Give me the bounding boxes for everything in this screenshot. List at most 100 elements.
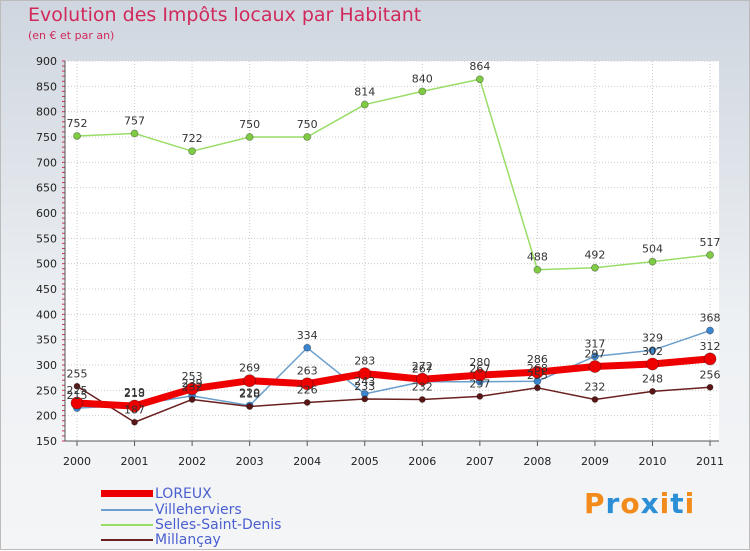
data-label-selles-saint-denis: 517 bbox=[700, 236, 721, 249]
data-label-millancay: 187 bbox=[124, 403, 145, 416]
legend-swatch-villeherviers bbox=[101, 509, 153, 511]
series-line-millancay bbox=[76, 385, 711, 424]
legend-label: Selles-Saint-Denis bbox=[155, 517, 282, 533]
y-tick-label: 750 bbox=[36, 131, 57, 144]
data-point-selles-saint-denis bbox=[475, 75, 484, 84]
data-label-selles-saint-denis: 492 bbox=[584, 249, 605, 262]
data-label-selles-saint-denis: 722 bbox=[182, 132, 203, 145]
data-label-loreux: 286 bbox=[527, 353, 548, 366]
logo-letter: P bbox=[584, 487, 606, 520]
data-label-villeherviers: 243 bbox=[354, 375, 375, 388]
x-tick-label: 2004 bbox=[293, 455, 321, 468]
data-label-villeherviers: 220 bbox=[239, 387, 260, 400]
y-tick-label: 700 bbox=[36, 156, 57, 169]
x-tick-label: 2001 bbox=[121, 455, 149, 468]
data-point-loreux bbox=[128, 399, 141, 413]
data-label-loreux: 280 bbox=[469, 356, 490, 369]
data-label-millancay: 255 bbox=[67, 367, 88, 380]
data-label-millancay: 255 bbox=[527, 369, 548, 382]
data-point-selles-saint-denis bbox=[591, 263, 599, 272]
y-tick-label: 600 bbox=[36, 207, 57, 220]
y-tick-label: 300 bbox=[36, 359, 57, 372]
data-label-loreux: 302 bbox=[642, 345, 663, 358]
data-label-selles-saint-denis: 750 bbox=[297, 118, 318, 131]
data-label-selles-saint-denis: 504 bbox=[642, 243, 663, 256]
data-label-millancay: 237 bbox=[469, 377, 490, 390]
data-label-loreux: 272 bbox=[412, 360, 433, 373]
data-point-villeherviers bbox=[706, 326, 714, 335]
data-label-loreux: 225 bbox=[67, 384, 88, 397]
y-tick-label: 800 bbox=[36, 106, 57, 119]
logo-letter: i bbox=[659, 487, 671, 520]
data-point-villeherviers bbox=[303, 343, 312, 352]
data-label-villeherviers: 368 bbox=[700, 312, 721, 325]
proxiti-logo: Proxiti bbox=[584, 487, 695, 520]
data-label-loreux: 312 bbox=[700, 340, 721, 353]
data-point-millancay bbox=[303, 399, 311, 406]
y-tick-label: 850 bbox=[36, 80, 57, 93]
data-point-millancay bbox=[418, 396, 426, 403]
data-label-loreux: 263 bbox=[297, 365, 318, 378]
data-point-villeherviers bbox=[648, 346, 657, 355]
data-point-millancay bbox=[361, 395, 369, 403]
logo-letter: i bbox=[684, 487, 696, 520]
chart-title: Evolution des Impôts locaux par Habitant bbox=[28, 4, 422, 26]
series-line-villeherviers bbox=[76, 329, 711, 409]
data-label-millancay: 232 bbox=[182, 380, 203, 393]
data-label-loreux: 253 bbox=[182, 370, 203, 383]
data-point-loreux bbox=[300, 377, 314, 391]
data-point-millancay bbox=[73, 382, 81, 390]
data-point-villeherviers bbox=[591, 352, 599, 361]
data-label-loreux: 283 bbox=[354, 355, 375, 368]
y-tick-label: 500 bbox=[36, 258, 57, 271]
data-point-loreux bbox=[703, 352, 717, 366]
x-tick-label: 2006 bbox=[408, 455, 436, 468]
axes: 150 200 250 300 350 400 450 500 550 600 650 700 750 8… bbox=[36, 55, 724, 468]
data-point-selles-saint-denis bbox=[418, 87, 427, 96]
x-tick-label: 2005 bbox=[351, 455, 379, 468]
data-label-loreux: 269 bbox=[239, 362, 260, 375]
legend-swatch-selles-saint-denis bbox=[101, 524, 153, 526]
data-point-selles-saint-denis bbox=[648, 257, 657, 266]
y-tick-label: 650 bbox=[36, 182, 57, 195]
x-tick-label: 2011 bbox=[696, 455, 724, 468]
data-point-millancay bbox=[188, 396, 196, 403]
data-label-millancay: 226 bbox=[297, 383, 318, 396]
data-point-millancay bbox=[246, 403, 254, 410]
data-point-selles-saint-denis bbox=[360, 100, 369, 109]
data-label-selles-saint-denis: 752 bbox=[67, 117, 88, 130]
data-point-selles-saint-denis bbox=[303, 133, 312, 141]
data-label-selles-saint-denis: 488 bbox=[527, 251, 548, 264]
x-tick-label: 2008 bbox=[523, 455, 551, 468]
x-tick-label: 2009 bbox=[581, 455, 609, 468]
data-point-millancay bbox=[706, 383, 714, 391]
data-label-selles-saint-denis: 814 bbox=[354, 86, 375, 99]
plot-area bbox=[65, 61, 719, 441]
y-tick-label: 350 bbox=[36, 334, 57, 347]
data-label-millancay: 232 bbox=[584, 380, 605, 393]
legend-swatch-millancay bbox=[101, 539, 153, 541]
data-label-villeherviers: 334 bbox=[297, 329, 318, 342]
data-label-villeherviers: 268 bbox=[527, 362, 548, 375]
data-label-millancay: 232 bbox=[412, 380, 433, 393]
data-point-millancay bbox=[649, 387, 656, 395]
x-tick-label: 2003 bbox=[236, 455, 264, 468]
y-tick-label: 900 bbox=[36, 55, 57, 68]
logo-letter: t bbox=[670, 487, 685, 520]
legend-swatch-loreux bbox=[101, 490, 153, 497]
data-point-millancay bbox=[131, 418, 138, 426]
data-point-loreux bbox=[646, 357, 659, 371]
data-label-villeherviers: 267 bbox=[469, 363, 490, 376]
y-tick-label: 550 bbox=[36, 232, 57, 245]
data-label-loreux: 218 bbox=[124, 387, 145, 400]
chart-subtitle: (en € et par an) bbox=[28, 29, 115, 42]
logo-letter: x bbox=[640, 487, 660, 520]
data-label-millancay: 248 bbox=[642, 372, 663, 385]
y-tick-label: 250 bbox=[36, 384, 57, 397]
y-tick-label: 400 bbox=[36, 308, 57, 321]
data-label-villeherviers: 239 bbox=[182, 377, 203, 390]
data-point-loreux bbox=[185, 382, 199, 396]
